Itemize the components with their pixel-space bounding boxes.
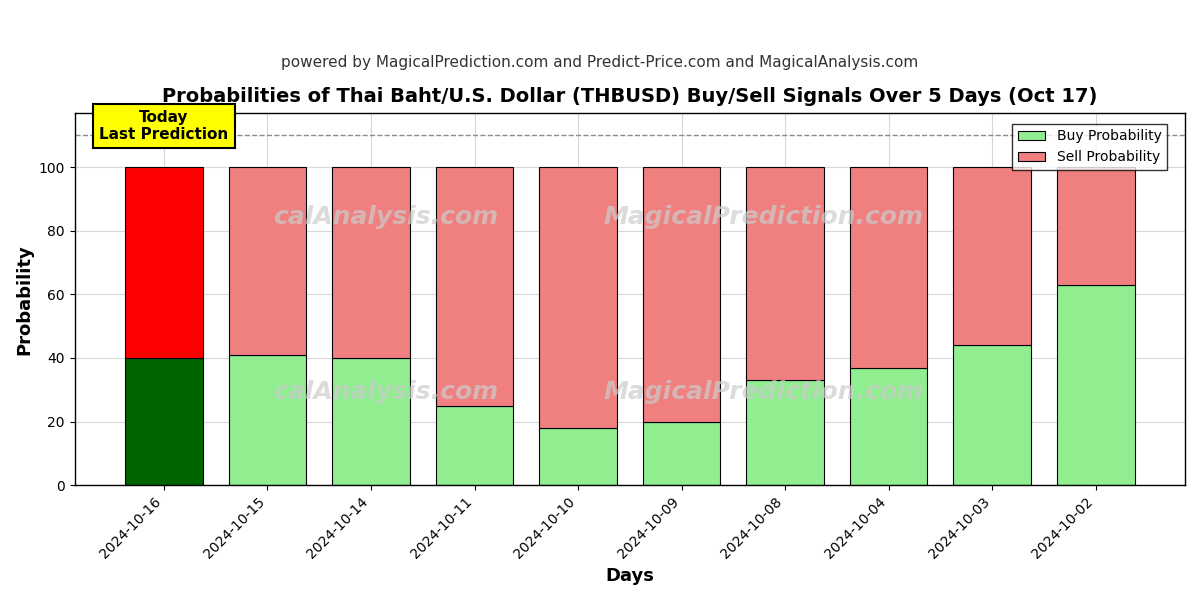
Text: calAnalysis.com: calAnalysis.com: [272, 205, 498, 229]
Text: calAnalysis.com: calAnalysis.com: [272, 380, 498, 404]
Text: powered by MagicalPrediction.com and Predict-Price.com and MagicalAnalysis.com: powered by MagicalPrediction.com and Pre…: [281, 55, 919, 70]
Bar: [436, 167, 514, 406]
Bar: [332, 167, 410, 358]
Bar: [436, 406, 514, 485]
X-axis label: Days: Days: [605, 567, 654, 585]
Bar: [229, 355, 306, 485]
Bar: [643, 422, 720, 485]
Bar: [953, 345, 1031, 485]
Bar: [1057, 285, 1134, 485]
Bar: [539, 167, 617, 428]
Text: MagicalPrediction.com: MagicalPrediction.com: [604, 380, 923, 404]
Bar: [850, 167, 928, 368]
Title: Probabilities of Thai Baht/U.S. Dollar (THBUSD) Buy/Sell Signals Over 5 Days (Oc: Probabilities of Thai Baht/U.S. Dollar (…: [162, 87, 1098, 106]
Bar: [1057, 167, 1134, 285]
Bar: [125, 167, 203, 358]
Legend: Buy Probability, Sell Probability: Buy Probability, Sell Probability: [1012, 124, 1166, 170]
Bar: [125, 358, 203, 485]
Y-axis label: Probability: Probability: [16, 244, 34, 355]
Bar: [953, 167, 1031, 345]
Bar: [332, 358, 410, 485]
Bar: [539, 428, 617, 485]
Text: MagicalPrediction.com: MagicalPrediction.com: [604, 205, 923, 229]
Bar: [850, 368, 928, 485]
Bar: [746, 380, 824, 485]
Bar: [643, 167, 720, 422]
Text: Today
Last Prediction: Today Last Prediction: [100, 110, 228, 142]
Bar: [746, 167, 824, 380]
Bar: [229, 167, 306, 355]
